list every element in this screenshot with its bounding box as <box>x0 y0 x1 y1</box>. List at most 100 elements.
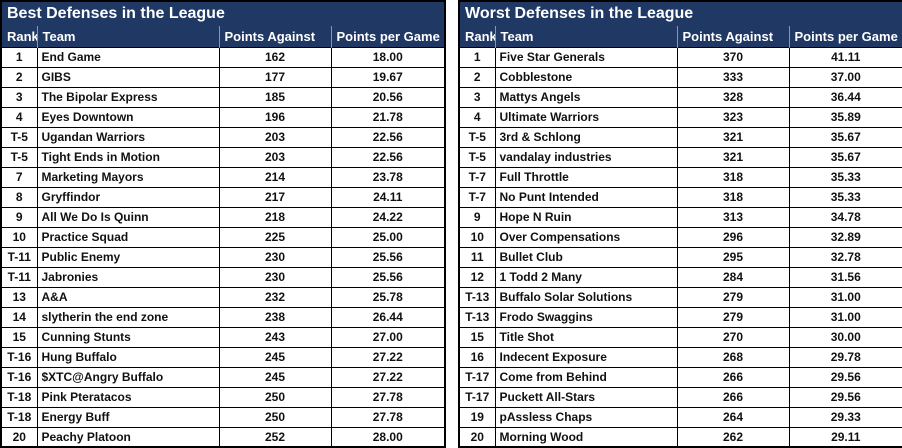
rank-cell: 1 <box>458 46 496 68</box>
table-row: 2 GIBS 177 19.67 <box>0 66 446 88</box>
table-row: 4 Ultimate Warriors 323 35.89 <box>458 106 902 128</box>
team-cell: Practice Squad <box>36 226 220 248</box>
team-cell: All We Do Is Quinn <box>36 206 220 228</box>
rank-cell: 14 <box>0 306 38 328</box>
points-against-cell: 328 <box>676 86 790 108</box>
table-row: 14 slytherin the end zone 238 26.44 <box>0 306 446 328</box>
rank-cell: 10 <box>0 226 38 248</box>
team-cell: Come from Behind <box>494 366 678 388</box>
table-row: 12 1 Todd 2 Many 284 31.56 <box>458 266 902 288</box>
rank-cell: T-5 <box>458 146 496 168</box>
points-against-cell: 323 <box>676 106 790 128</box>
rank-cell: 9 <box>458 206 496 228</box>
points-against-cell: 318 <box>676 166 790 188</box>
table-title-row: Worst Defenses in the League <box>459 1 902 26</box>
column-header-points-against: Points Against <box>218 26 331 47</box>
table-row: 10 Practice Squad 225 25.00 <box>0 226 446 248</box>
points-per-game-cell: 25.00 <box>330 226 446 248</box>
column-header-rank: Rank <box>1 26 37 47</box>
points-against-cell: 177 <box>218 66 332 88</box>
points-against-cell: 196 <box>218 106 332 128</box>
points-against-cell: 266 <box>676 386 790 408</box>
best-defenses-table: Best Defenses in the League Rank Team Po… <box>0 0 447 448</box>
points-against-cell: 268 <box>676 346 790 368</box>
table-row: 11 Bullet Club 295 32.78 <box>458 246 902 268</box>
table-row: T-18 Pink Pteratacos 250 27.78 <box>0 386 446 408</box>
table-row: 4 Eyes Downtown 196 21.78 <box>0 106 446 128</box>
points-against-cell: 321 <box>676 126 790 148</box>
table-row: T-11 Jabronies 230 25.56 <box>0 266 446 288</box>
rank-cell: 4 <box>0 106 38 128</box>
table-row: T-5 Ugandan Warriors 203 22.56 <box>0 126 446 148</box>
rank-cell: T-5 <box>0 146 38 168</box>
rank-cell: 12 <box>458 266 496 288</box>
column-header-row: Rank Team Points Against Points per Game <box>459 26 902 47</box>
points-per-game-cell: 27.22 <box>330 366 446 388</box>
points-per-game-cell: 24.22 <box>330 206 446 228</box>
points-per-game-cell: 35.33 <box>788 186 902 208</box>
team-cell: 1 Todd 2 Many <box>494 266 678 288</box>
points-per-game-cell: 22.56 <box>330 126 446 148</box>
table-title: Best Defenses in the League <box>1 1 446 26</box>
table-row: T-13 Buffalo Solar Solutions 279 31.00 <box>458 286 902 308</box>
rank-cell: 1 <box>0 46 38 68</box>
rank-cell: T-5 <box>458 126 496 148</box>
team-cell: Buffalo Solar Solutions <box>494 286 678 308</box>
rank-cell: 9 <box>0 206 38 228</box>
points-per-game-cell: 27.78 <box>330 406 446 428</box>
team-cell: Bullet Club <box>494 246 678 268</box>
points-against-cell: 203 <box>218 146 332 168</box>
table-row: 10 Over Compensations 296 32.89 <box>458 226 902 248</box>
points-per-game-cell: 35.67 <box>788 126 902 148</box>
points-per-game-cell: 22.56 <box>330 146 446 168</box>
rank-cell: 3 <box>0 86 38 108</box>
team-cell: Title Shot <box>494 326 678 348</box>
points-per-game-cell: 32.78 <box>788 246 902 268</box>
team-cell: vandalay industries <box>494 146 678 168</box>
rank-cell: 16 <box>458 346 496 368</box>
points-per-game-cell: 25.56 <box>330 246 446 268</box>
table-row: 20 Morning Wood 262 29.11 <box>458 426 902 448</box>
rank-cell: T-7 <box>458 166 496 188</box>
table-row: T-16 $XTC@Angry Buffalo 245 27.22 <box>0 366 446 388</box>
table-row: T-5 Tight Ends in Motion 203 22.56 <box>0 146 446 168</box>
rank-cell: T-18 <box>0 406 38 428</box>
points-per-game-cell: 25.78 <box>330 286 446 308</box>
team-cell: GIBS <box>36 66 220 88</box>
team-cell: Tight Ends in Motion <box>36 146 220 168</box>
points-against-cell: 262 <box>676 426 790 448</box>
points-per-game-cell: 18.00 <box>330 46 446 68</box>
points-per-game-cell: 19.67 <box>330 66 446 88</box>
table-row: T-5 vandalay industries 321 35.67 <box>458 146 902 168</box>
points-against-cell: 217 <box>218 186 332 208</box>
rank-cell: T-7 <box>458 186 496 208</box>
points-per-game-cell: 29.78 <box>788 346 902 368</box>
table-row: T-11 Public Enemy 230 25.56 <box>0 246 446 268</box>
points-against-cell: 250 <box>218 386 332 408</box>
team-cell: Jabronies <box>36 266 220 288</box>
column-header-team: Team <box>494 26 677 47</box>
column-header-row: Rank Team Points Against Points per Game <box>1 26 446 47</box>
team-cell: Indecent Exposure <box>494 346 678 368</box>
points-against-cell: 250 <box>218 406 332 428</box>
team-cell: Peachy Platoon <box>36 426 220 448</box>
points-against-cell: 203 <box>218 126 332 148</box>
column-header-points-against: Points Against <box>676 26 789 47</box>
points-against-cell: 318 <box>676 186 790 208</box>
rank-cell: 3 <box>458 86 496 108</box>
points-against-cell: 232 <box>218 286 332 308</box>
points-per-game-cell: 31.56 <box>788 266 902 288</box>
points-against-cell: 230 <box>218 266 332 288</box>
rank-cell: T-11 <box>0 246 38 268</box>
table-row: 1 End Game 162 18.00 <box>0 46 446 68</box>
table-row: 19 pAssless Chaps 264 29.33 <box>458 406 902 428</box>
table-row: T-17 Puckett All-Stars 266 29.56 <box>458 386 902 408</box>
points-per-game-cell: 25.56 <box>330 266 446 288</box>
points-per-game-cell: 32.89 <box>788 226 902 248</box>
points-per-game-cell: 36.44 <box>788 86 902 108</box>
points-per-game-cell: 24.11 <box>330 186 446 208</box>
points-against-cell: 243 <box>218 326 332 348</box>
table-title-row: Best Defenses in the League <box>1 1 446 26</box>
table-row: 8 Gryffindor 217 24.11 <box>0 186 446 208</box>
